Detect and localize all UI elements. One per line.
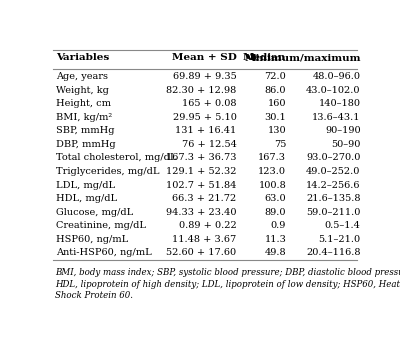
Text: DBP, mmHg: DBP, mmHg	[56, 140, 115, 149]
Text: 140–180: 140–180	[319, 99, 361, 108]
Text: 30.1: 30.1	[264, 113, 286, 122]
Text: 86.0: 86.0	[265, 85, 286, 95]
Text: HDL, mg/dL: HDL, mg/dL	[56, 194, 117, 203]
Text: Triglycerides, mg/dL: Triglycerides, mg/dL	[56, 167, 159, 176]
Text: 129.1 + 52.32: 129.1 + 52.32	[166, 167, 237, 176]
Text: Anti-HSP60, ng/mL: Anti-HSP60, ng/mL	[56, 248, 151, 257]
Text: 52.60 + 17.60: 52.60 + 17.60	[166, 248, 237, 257]
Text: 76 + 12.54: 76 + 12.54	[182, 140, 237, 149]
Text: 14.2–256.6: 14.2–256.6	[306, 181, 361, 190]
Text: Variables: Variables	[56, 53, 109, 62]
Text: 89.0: 89.0	[265, 208, 286, 217]
Text: 49.8: 49.8	[264, 248, 286, 257]
Text: Total cholesterol, mg/dL: Total cholesterol, mg/dL	[56, 154, 176, 162]
Text: 49.0–252.0: 49.0–252.0	[306, 167, 361, 176]
Text: 13.6–43.1: 13.6–43.1	[312, 113, 361, 122]
Text: 0.9: 0.9	[271, 221, 286, 230]
Text: Median: Median	[243, 53, 286, 62]
Text: 82.30 + 12.98: 82.30 + 12.98	[166, 85, 237, 95]
Text: BMI, kg/m²: BMI, kg/m²	[56, 113, 112, 122]
Text: Height, cm: Height, cm	[56, 99, 110, 108]
Text: 0.5–1.4: 0.5–1.4	[325, 221, 361, 230]
Text: BMI, body mass index; SBP, systolic blood pressure; DBP, diastolic blood pressur: BMI, body mass index; SBP, systolic bloo…	[55, 268, 400, 300]
Text: 66.3 + 21.72: 66.3 + 21.72	[172, 194, 237, 203]
Text: Mean + SD: Mean + SD	[172, 53, 237, 62]
Text: 69.89 + 9.35: 69.89 + 9.35	[173, 72, 237, 81]
Text: 5.1–21.0: 5.1–21.0	[318, 235, 361, 244]
Text: LDL, mg/dL: LDL, mg/dL	[56, 181, 115, 190]
Text: 90–190: 90–190	[325, 126, 361, 135]
Text: 167.3: 167.3	[258, 154, 286, 162]
Text: 160: 160	[268, 99, 286, 108]
Text: 20.4–116.8: 20.4–116.8	[306, 248, 361, 257]
Text: 131 + 16.41: 131 + 16.41	[175, 126, 237, 135]
Text: 43.0–102.0: 43.0–102.0	[306, 85, 361, 95]
Text: 93.0–270.0: 93.0–270.0	[306, 154, 361, 162]
Text: 100.8: 100.8	[258, 181, 286, 190]
Text: 21.6–135.8: 21.6–135.8	[306, 194, 361, 203]
Text: SBP, mmHg: SBP, mmHg	[56, 126, 114, 135]
Text: Age, years: Age, years	[56, 72, 108, 81]
Text: Creatinine, mg/dL: Creatinine, mg/dL	[56, 221, 146, 230]
Text: Weight, kg: Weight, kg	[56, 85, 108, 95]
Text: 123.0: 123.0	[258, 167, 286, 176]
Text: 167.3 + 36.73: 167.3 + 36.73	[166, 154, 237, 162]
Text: HSP60, ng/mL: HSP60, ng/mL	[56, 235, 128, 244]
Text: 72.0: 72.0	[264, 72, 286, 81]
Text: 59.0–211.0: 59.0–211.0	[306, 208, 361, 217]
Text: 102.7 + 51.84: 102.7 + 51.84	[166, 181, 237, 190]
Text: Glucose, mg/dL: Glucose, mg/dL	[56, 208, 133, 217]
Text: 165 + 0.08: 165 + 0.08	[182, 99, 237, 108]
Text: 11.48 + 3.67: 11.48 + 3.67	[172, 235, 237, 244]
Text: 63.0: 63.0	[264, 194, 286, 203]
Text: 130: 130	[268, 126, 286, 135]
Text: 75: 75	[274, 140, 286, 149]
Text: 0.89 + 0.22: 0.89 + 0.22	[179, 221, 237, 230]
Text: Minimum/maximum: Minimum/maximum	[244, 53, 361, 62]
Text: 29.95 + 5.10: 29.95 + 5.10	[173, 113, 237, 122]
Text: 94.33 + 23.40: 94.33 + 23.40	[166, 208, 237, 217]
Text: 50–90: 50–90	[331, 140, 361, 149]
Text: 11.3: 11.3	[264, 235, 286, 244]
Text: 48.0–96.0: 48.0–96.0	[313, 72, 361, 81]
